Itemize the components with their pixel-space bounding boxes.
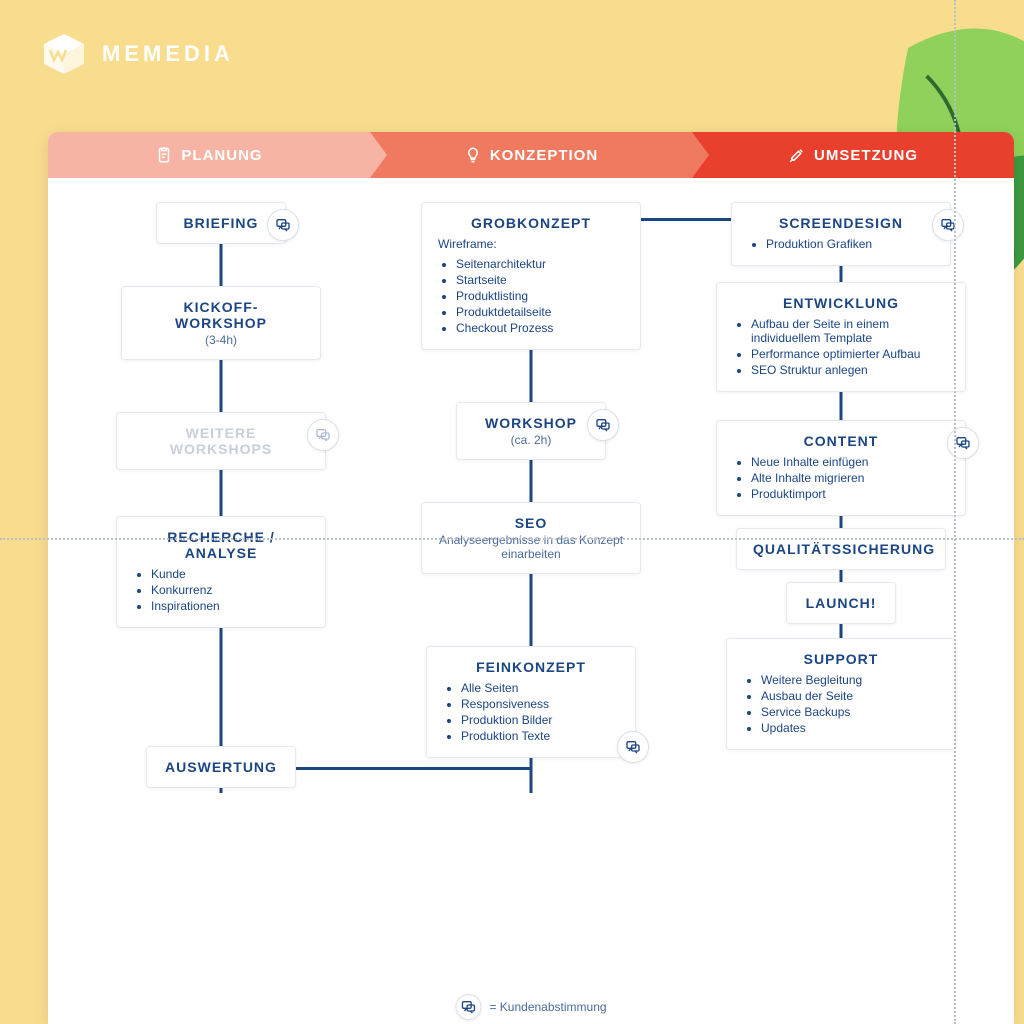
card-title: KICKOFF-WORKSHOP (138, 299, 304, 331)
bullet-item: Aufbau der Seite in einem individuellem … (751, 317, 949, 345)
flow-card-screendesign: SCREENDESIGN Produktion Grafiken (731, 202, 951, 266)
bullet-item: Produktion Texte (461, 729, 619, 743)
flow-card-content: CONTENT Neue Inhalte einfügen Alte Inhalte… (716, 420, 966, 516)
phase-konzeption: KONZEPTION (370, 132, 692, 178)
legend-text: = Kundenabstimmung (489, 1000, 606, 1014)
flow-card-grobkonzept: GROBKONZEPT Wireframe: Seitenarchitektur St… (421, 202, 641, 350)
card-subtitle: Analyseergebnisse in das Konzept einarbe… (438, 533, 624, 561)
card-bullets: Produktion Grafiken (748, 237, 934, 251)
bullet-item: Weitere Begleitung (761, 673, 939, 687)
card-subtitle: (ca. 2h) (473, 433, 589, 447)
card-title: SEO (438, 515, 624, 531)
bullet-item: Kunde (151, 567, 309, 581)
card-title: FEINKONZEPT (443, 659, 619, 675)
bullet-item: Service Backups (761, 705, 939, 719)
bullet-item: Produktimport (751, 487, 949, 501)
card-bullets: Seitenarchitektur Startseite Produktlistin… (438, 257, 624, 335)
chat-icon (587, 409, 619, 441)
card-title: WEITERE WORKSHOPS (133, 425, 309, 457)
clipboard-icon (155, 146, 173, 164)
flow-card-seo: SEO Analyseergebnisse in das Konzept eina… (421, 502, 641, 574)
card-title: ENTWICKLUNG (733, 295, 949, 311)
phase-umsetzung: UMSETZUNG (692, 132, 1014, 178)
bullet-item: Produktlisting (456, 289, 624, 303)
card-title: QUALITÄTSSICHERUNG (753, 541, 929, 557)
flow-card-entwicklung: ENTWICKLUNG Aufbau der Seite in einem ind… (716, 282, 966, 392)
column-planung: BRIEFING KICKOFF-WORKSHOP (3-4h) WEITERE … (66, 202, 376, 1014)
card-title: AUSWERTUNG (163, 759, 279, 775)
chat-icon (455, 994, 481, 1020)
phase-planung: PLANUNG (48, 132, 370, 178)
chat-icon (307, 419, 339, 451)
bullet-item: Responsiveness (461, 697, 619, 711)
tools-icon (788, 146, 806, 164)
flow-card-launch: LAUNCH! (786, 582, 896, 624)
bullet-item: Alte Inhalte migrieren (751, 471, 949, 485)
bullet-item: SEO Struktur anlegen (751, 363, 949, 377)
bullet-item: Alle Seiten (461, 681, 619, 695)
bullet-item: Produktion Bilder (461, 713, 619, 727)
chat-icon (617, 731, 649, 763)
flow-card-workshop2: WORKSHOP (ca. 2h) (456, 402, 606, 460)
phase-label: UMSETZUNG (814, 147, 918, 164)
logo-cube-icon (40, 30, 88, 78)
chat-icon (947, 427, 979, 459)
card-bullets: Aufbau der Seite in einem individuellem … (733, 317, 949, 377)
card-bullets: Weitere Begleitung Ausbau der Seite Servic… (743, 673, 939, 735)
bulb-icon (464, 146, 482, 164)
phase-label: PLANUNG (181, 147, 262, 164)
card-title: RECHERCHE / ANALYSE (133, 529, 309, 561)
card-title: BRIEFING (173, 215, 269, 231)
flow-card-kickoff: KICKOFF-WORKSHOP (3-4h) (121, 286, 321, 360)
bullet-item: Ausbau der Seite (761, 689, 939, 703)
bullet-item: Produktdetailseite (456, 305, 624, 319)
flow-card-briefing: BRIEFING (156, 202, 286, 244)
bullet-item: Performance optimierter Aufbau (751, 347, 949, 361)
card-bullets: Neue Inhalte einfügen Alte Inhalte migrie… (733, 455, 949, 501)
legend: = Kundenabstimmung (455, 994, 606, 1020)
bullet-item: Inspirationen (151, 599, 309, 613)
flow-card-qs: QUALITÄTSSICHERUNG (736, 528, 946, 570)
flow-columns: BRIEFING KICKOFF-WORKSHOP (3-4h) WEITERE … (48, 178, 1014, 1024)
card-title: LAUNCH! (803, 595, 879, 611)
main-panel: PLANUNG KONZEPTION UMSETZUNG BRIEFING KI… (48, 132, 1014, 1024)
card-title: SUPPORT (743, 651, 939, 667)
card-title: CONTENT (733, 433, 949, 449)
chat-icon (932, 209, 964, 241)
card-title: SCREENDESIGN (748, 215, 934, 231)
phase-label: KONZEPTION (490, 147, 598, 164)
card-subtitle: (3-4h) (138, 333, 304, 347)
flow-card-more-ws: WEITERE WORKSHOPS (116, 412, 326, 470)
phase-header: PLANUNG KONZEPTION UMSETZUNG (48, 132, 1014, 178)
card-bullets: Kunde Konkurrenz Inspirationen (133, 567, 309, 613)
bullet-item: Konkurrenz (151, 583, 309, 597)
bullet-item: Seitenarchitektur (456, 257, 624, 271)
card-title: GROBKONZEPT (438, 215, 624, 231)
bullet-item: Produktion Grafiken (766, 237, 934, 251)
card-lead: Wireframe: (438, 237, 624, 251)
flow-card-auswertung: AUSWERTUNG (146, 746, 296, 788)
column-konzeption: GROBKONZEPT Wireframe: Seitenarchitektur St… (376, 202, 686, 1014)
flow-card-feinkonzept: FEINKONZEPT Alle Seiten Responsiveness Prod… (426, 646, 636, 758)
brand-name: MEMEDIA (102, 41, 234, 67)
chat-icon (267, 209, 299, 241)
bullet-item: Startseite (456, 273, 624, 287)
flow-card-support: SUPPORT Weitere Begleitung Ausbau der Seit… (726, 638, 956, 750)
bullet-item: Neue Inhalte einfügen (751, 455, 949, 469)
bullet-item: Updates (761, 721, 939, 735)
card-bullets: Alle Seiten Responsiveness Produktion Bild… (443, 681, 619, 743)
flow-card-recherche: RECHERCHE / ANALYSE Kunde Konkurrenz Inspir… (116, 516, 326, 628)
bullet-item: Checkout Prozess (456, 321, 624, 335)
card-title: WORKSHOP (473, 415, 589, 431)
column-umsetzung: SCREENDESIGN Produktion Grafiken ENTWICKL… (686, 202, 996, 1014)
brand-logo: MEMEDIA (40, 30, 234, 78)
